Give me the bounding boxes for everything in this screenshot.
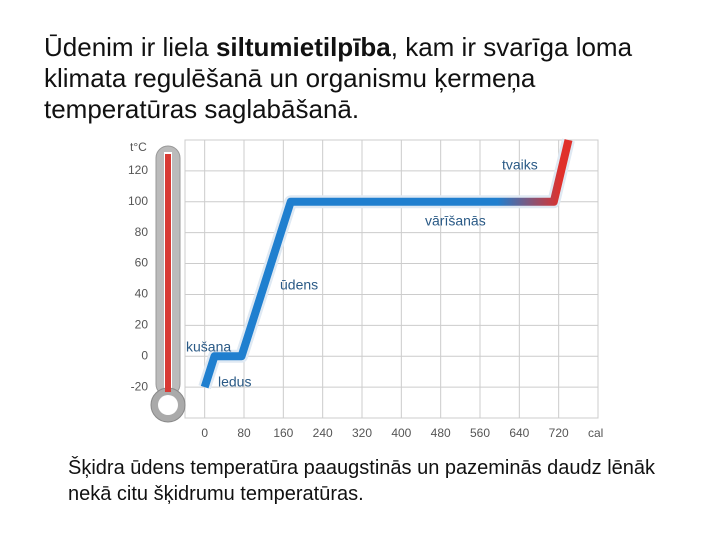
y-tick-label: 100 bbox=[128, 194, 148, 208]
heading-bold: siltumietilpība bbox=[215, 32, 391, 62]
heading-text: Ūdenim ir liela bbox=[44, 32, 216, 62]
chart: t°C cal 0 80 160 240 320 400 480 560 640 720 -20 0 2… bbox=[128, 138, 603, 440]
x-tick-label: 640 bbox=[509, 426, 529, 440]
y-tick-label: 60 bbox=[135, 256, 149, 270]
x-tick-label: 720 bbox=[549, 426, 569, 440]
x-axis-label: cal bbox=[588, 426, 603, 440]
x-tick-label: 560 bbox=[470, 426, 490, 440]
caption: Šķidra ūdens temperatūra paaugstinās un … bbox=[68, 457, 656, 505]
x-tick-label: 80 bbox=[237, 426, 251, 440]
annotation: vārīšanās bbox=[425, 213, 486, 229]
heading: Ūdenim ir liela siltumietilpība, kam ir … bbox=[44, 32, 694, 125]
y-tick-label: 0 bbox=[141, 348, 148, 362]
thermometer bbox=[150, 145, 186, 423]
annotation: ūdens bbox=[280, 277, 318, 293]
x-tick-label: 160 bbox=[273, 426, 293, 440]
annotation: tvaiks bbox=[502, 157, 538, 173]
x-tick-label: 320 bbox=[352, 426, 372, 440]
heading-text: , kam ir svarīga loma klimata regulēšanā… bbox=[44, 32, 633, 124]
y-tick-label: -20 bbox=[131, 379, 149, 393]
y-axis-label: t°C bbox=[130, 140, 147, 154]
x-tick-label: 400 bbox=[391, 426, 411, 440]
x-tick-label: 0 bbox=[201, 426, 208, 440]
annotation: ledus bbox=[218, 374, 251, 390]
y-tick-label: 80 bbox=[135, 225, 149, 239]
x-tick-label: 240 bbox=[313, 426, 333, 440]
y-tick-label: 40 bbox=[135, 287, 149, 301]
plot-area bbox=[184, 139, 599, 419]
annotation: kušana bbox=[186, 339, 231, 355]
line bbox=[200, 139, 573, 389]
y-tick-label: 20 bbox=[135, 318, 149, 332]
x-tick-label: 480 bbox=[431, 426, 451, 440]
y-tick-label: 120 bbox=[128, 163, 148, 177]
grid bbox=[184, 139, 599, 419]
